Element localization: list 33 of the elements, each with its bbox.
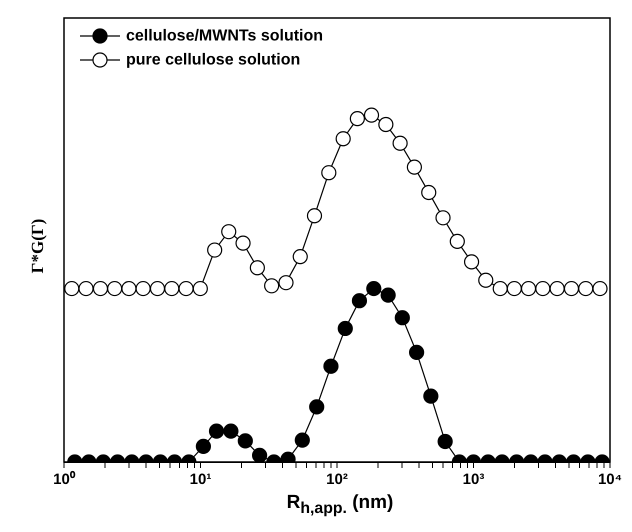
point (409, 344, 424, 360)
point (250, 260, 265, 276)
point (92, 280, 108, 296)
point (192, 280, 208, 296)
point (164, 280, 180, 296)
x-tick-label: 10¹ (190, 471, 212, 488)
point (107, 280, 122, 296)
legend-label: cellulose/MWNTs solution (126, 27, 324, 44)
point (150, 280, 166, 296)
point (207, 242, 222, 258)
point (221, 224, 236, 240)
x-tick-label: 10³ (462, 471, 484, 488)
point (394, 310, 410, 326)
y-axis-title: Γ*G(Γ) (28, 218, 48, 276)
point (121, 280, 137, 296)
point (292, 249, 308, 264)
point (264, 278, 280, 294)
point (278, 275, 294, 290)
x-tick-label: 10⁰ (53, 470, 76, 488)
x-tick-label: 10⁴ (598, 471, 622, 488)
point (136, 280, 151, 296)
point (380, 288, 396, 303)
point (178, 280, 194, 296)
point (235, 236, 251, 251)
point (306, 208, 322, 224)
point (352, 293, 368, 308)
x-axis-title: R$_{h,app.}$ (nm) (286, 492, 394, 518)
point (64, 280, 80, 296)
point (338, 320, 353, 336)
point (78, 280, 94, 296)
point (366, 280, 382, 296)
x-tick-label: 10² (326, 471, 348, 488)
legend-label: pure cellulose solution (126, 51, 300, 68)
